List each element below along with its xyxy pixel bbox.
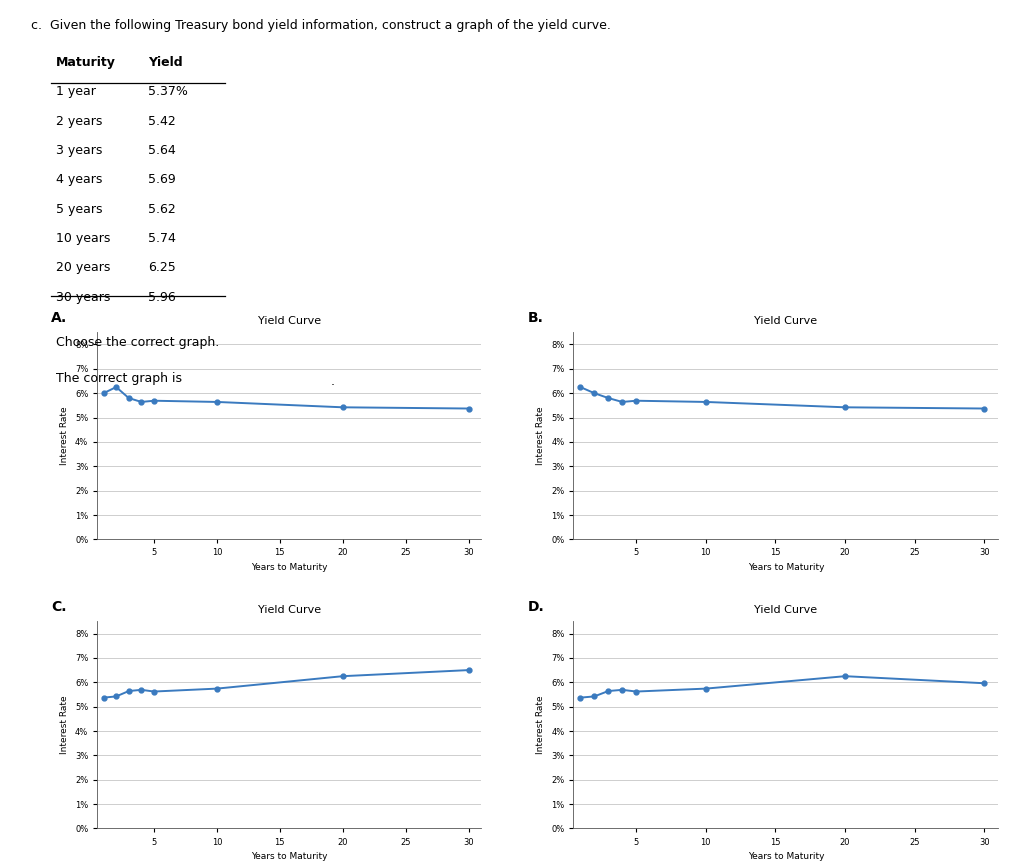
X-axis label: Years to Maturity: Years to Maturity	[251, 852, 328, 861]
Text: 5.64: 5.64	[148, 144, 176, 157]
FancyBboxPatch shape	[204, 370, 302, 403]
Text: 3 years: 3 years	[56, 144, 102, 157]
Text: 5.96: 5.96	[148, 291, 176, 304]
Text: 5.62: 5.62	[148, 203, 176, 216]
Text: A.: A.	[51, 312, 68, 325]
Y-axis label: Interest Rate: Interest Rate	[60, 696, 70, 754]
Text: C.: C.	[51, 601, 67, 614]
Text: Yield: Yield	[148, 56, 183, 69]
X-axis label: Years to Maturity: Years to Maturity	[251, 563, 328, 572]
Text: 5.69: 5.69	[148, 173, 176, 186]
Title: Yield Curve: Yield Curve	[755, 605, 817, 615]
Text: 5.37%: 5.37%	[148, 85, 188, 98]
Y-axis label: Interest Rate: Interest Rate	[537, 406, 546, 465]
X-axis label: Years to Maturity: Years to Maturity	[748, 563, 824, 572]
Text: 20 years: 20 years	[56, 261, 111, 274]
Text: graph D  ▲▼: graph D ▲▼	[218, 381, 288, 392]
Text: c.  Given the following Treasury bond yield information, construct a graph of th: c. Given the following Treasury bond yie…	[31, 19, 610, 32]
Text: 2 years: 2 years	[56, 115, 102, 128]
Text: ✅: ✅	[310, 379, 319, 394]
Text: 5.42: 5.42	[148, 115, 176, 128]
Text: 30 years: 30 years	[56, 291, 111, 304]
Text: 5.74: 5.74	[148, 232, 176, 245]
Text: Choose the correct graph.: Choose the correct graph.	[56, 336, 219, 349]
Y-axis label: Interest Rate: Interest Rate	[60, 406, 70, 465]
Title: Yield Curve: Yield Curve	[258, 605, 321, 615]
Text: Maturity: Maturity	[56, 56, 116, 69]
Text: .: .	[331, 375, 335, 387]
Y-axis label: Interest Rate: Interest Rate	[537, 696, 546, 754]
Text: 4 years: 4 years	[56, 173, 102, 186]
Text: B.: B.	[527, 312, 544, 325]
Title: Yield Curve: Yield Curve	[258, 316, 321, 326]
Title: Yield Curve: Yield Curve	[755, 316, 817, 326]
Text: 10 years: 10 years	[56, 232, 111, 245]
Text: 1 year: 1 year	[56, 85, 96, 98]
Text: 6.25: 6.25	[148, 261, 176, 274]
X-axis label: Years to Maturity: Years to Maturity	[748, 852, 824, 861]
Text: D.: D.	[527, 601, 544, 614]
Text: 5 years: 5 years	[56, 203, 102, 216]
Text: The correct graph is: The correct graph is	[56, 372, 182, 385]
